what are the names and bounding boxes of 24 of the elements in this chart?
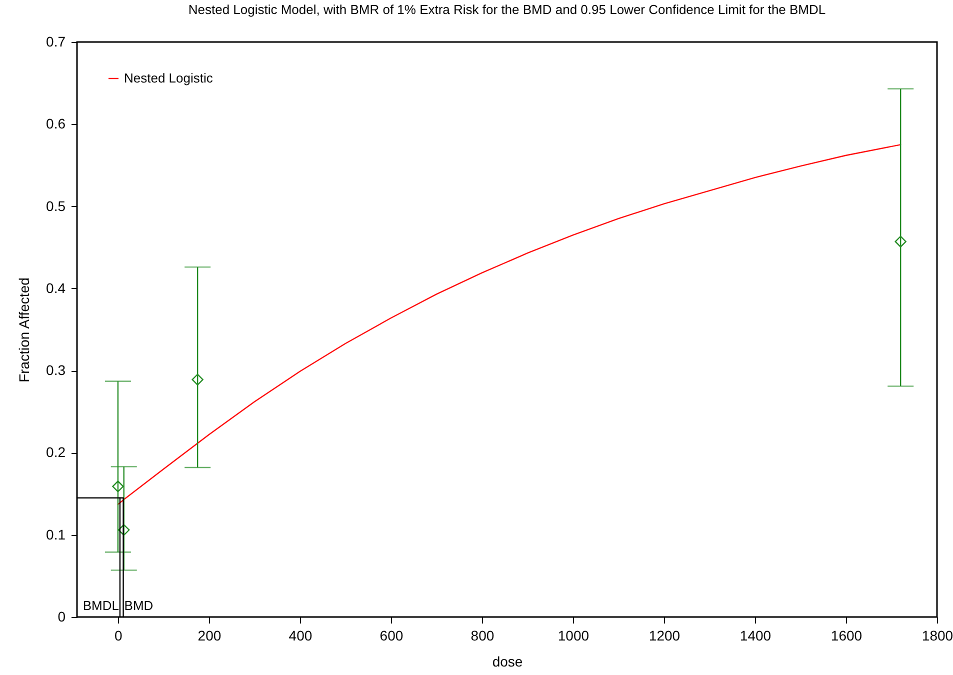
x-tick-label: 0	[114, 628, 123, 644]
x-tick-label: 600	[380, 628, 404, 644]
x-tick-label: 1800	[922, 628, 953, 644]
x-tick-label: 1400	[740, 628, 772, 644]
x-tick-label: 400	[288, 628, 312, 644]
x-tick-label: 1600	[830, 628, 862, 644]
x-axis-title: dose	[492, 654, 523, 670]
chart-title: Nested Logistic Model, with BMR of 1% Extra Risk for the BMD and 0.95 Lower Confidence Limit for the BMDL	[188, 2, 826, 17]
y-tick-label: 0.1	[46, 526, 66, 542]
x-tick-label: 1000	[558, 628, 590, 644]
y-tick-label: 0.6	[46, 116, 66, 132]
y-tick-label: 0.2	[46, 444, 66, 460]
y-tick-label: 0.3	[46, 362, 66, 378]
legend-label: Nested Logistic	[124, 70, 214, 86]
y-axis-title: Fraction Affected	[16, 278, 32, 382]
y-tick-label: 0	[58, 608, 66, 624]
x-tick-label: 200	[198, 628, 222, 644]
y-tick-label: 0.5	[46, 198, 66, 214]
y-tick-label: 0.7	[46, 34, 66, 50]
x-tick-label: 1200	[648, 628, 680, 644]
x-tick-label: 800	[470, 628, 494, 644]
y-tick-label: 0.4	[46, 280, 66, 296]
annotation: BMD	[124, 598, 154, 613]
annotation: BMDL	[82, 598, 119, 613]
